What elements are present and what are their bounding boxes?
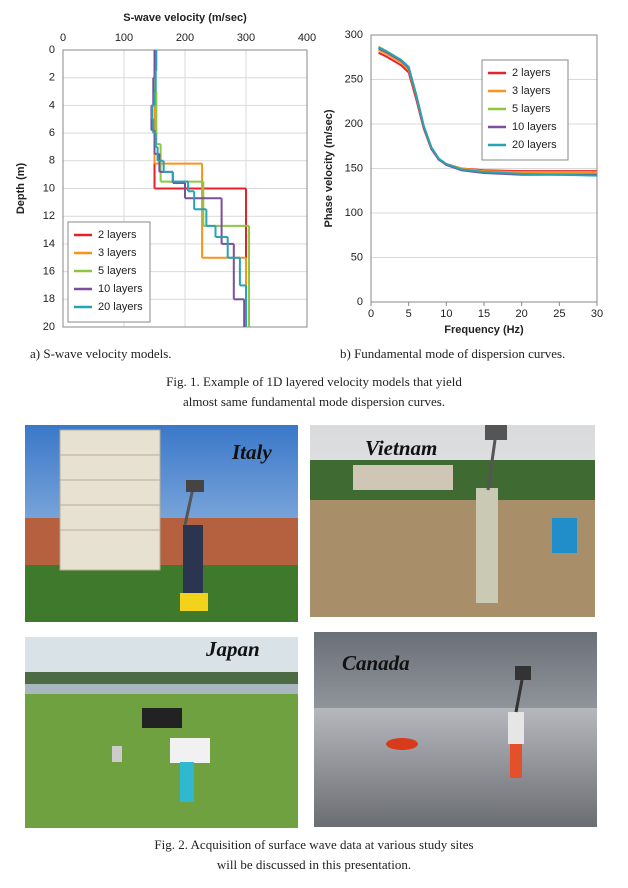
photo-italy	[25, 425, 298, 622]
y-tick-label: 8	[49, 155, 55, 167]
photo-canada	[314, 632, 597, 827]
x-tick-label: 10	[440, 308, 452, 320]
fig2-caption: Fig. 2. Acquisition of surface wave data…	[154, 837, 473, 852]
y-axis-title: Depth (m)	[15, 163, 27, 215]
dispersion-curve	[378, 46, 598, 177]
x-axis-title: Frequency (Hz)	[444, 324, 524, 336]
photo-vietnam	[310, 425, 595, 617]
photo-japan	[25, 637, 298, 828]
x-tick-label: 300	[237, 32, 255, 44]
legend-label: 5 layers	[98, 265, 137, 277]
legend-label: 10 layers	[98, 283, 143, 295]
y-tick-label: 250	[345, 73, 363, 85]
y-axis-title: Phase velocity (m/sec)	[323, 109, 335, 227]
y-tick-label: 14	[43, 238, 55, 250]
y-tick-label: 10	[43, 182, 55, 194]
x-tick-label: 0	[60, 32, 66, 44]
plot-frame	[370, 34, 598, 303]
caption-b: b) Fundamental mode of dispersion curves…	[340, 346, 565, 361]
caption-a: a) S-wave velocity models.	[30, 346, 172, 361]
y-tick-label: 6	[49, 127, 55, 139]
x-tick-label: 15	[478, 308, 490, 320]
x-tick-label: 30	[591, 308, 603, 320]
legend-label: 20 layers	[98, 301, 143, 313]
legend-label: 5 layers	[512, 103, 551, 115]
x-tick-label: 400	[298, 32, 316, 44]
y-tick-label: 0	[357, 296, 363, 308]
photo-label: Vietnam	[365, 436, 437, 460]
fig1-caption: almost same fundamental mode dispersion …	[183, 394, 445, 409]
y-tick-label: 16	[43, 266, 55, 278]
x-tick-label: 100	[115, 32, 133, 44]
legend-label: 2 layers	[98, 229, 137, 241]
y-tick-label: 18	[43, 293, 55, 305]
legend-label: 3 layers	[512, 85, 551, 97]
y-tick-label: 12	[43, 210, 55, 222]
legend-label: 10 layers	[512, 121, 557, 133]
y-tick-label: 300	[345, 29, 363, 41]
y-tick-label: 20	[43, 321, 55, 333]
fig1-caption: Fig. 1. Example of 1D layered velocity m…	[166, 374, 462, 389]
y-tick-label: 150	[345, 162, 363, 174]
photo-label: Italy	[231, 440, 272, 464]
photo-label: Japan	[205, 637, 260, 661]
x-axis-title: S-wave velocity (m/sec)	[123, 12, 247, 24]
x-tick-label: 200	[176, 32, 194, 44]
legend-label: 2 layers	[512, 67, 551, 79]
fig2-caption: will be discussed in this presentation.	[217, 857, 411, 872]
legend-label: 3 layers	[98, 247, 137, 259]
y-tick-label: 2	[49, 72, 55, 84]
plot-frame	[62, 49, 308, 328]
y-tick-label: 50	[351, 251, 363, 263]
y-tick-label: 100	[345, 207, 363, 219]
y-tick-label: 0	[49, 44, 55, 56]
legend-label: 20 layers	[512, 139, 557, 151]
y-tick-label: 4	[49, 99, 55, 111]
photo-label: Canada	[342, 651, 410, 675]
x-tick-label: 20	[516, 308, 528, 320]
x-tick-label: 25	[553, 308, 565, 320]
x-tick-label: 0	[368, 308, 374, 320]
x-tick-label: 5	[406, 308, 412, 320]
y-tick-label: 200	[345, 118, 363, 130]
